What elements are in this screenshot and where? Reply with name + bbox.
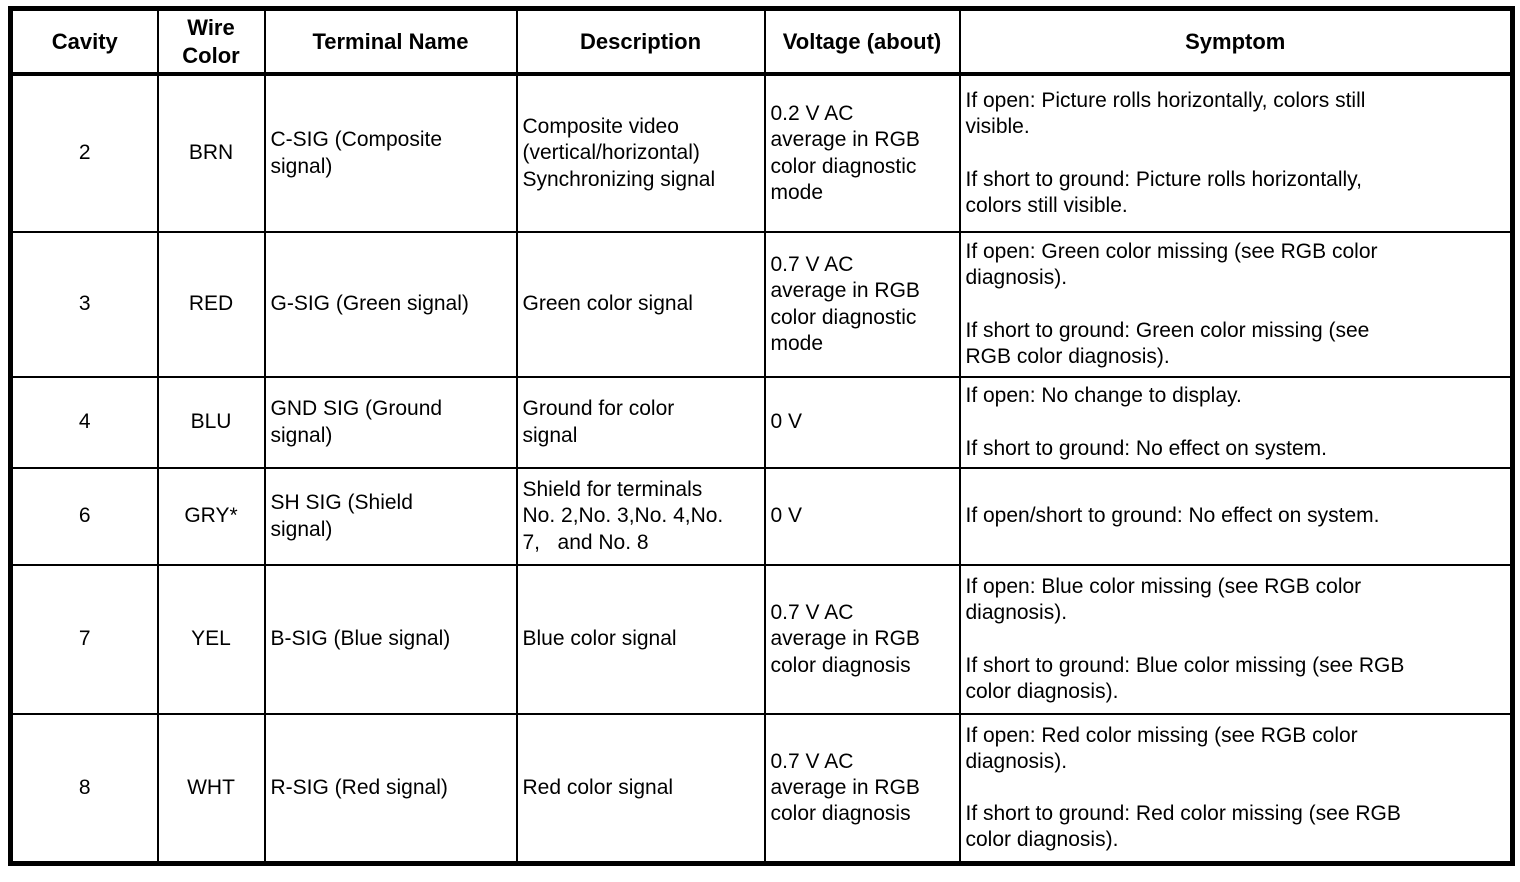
cell-voltage: 0.7 V AC average in RGB color diagnosis bbox=[763, 564, 961, 715]
cell-symptom: If open: Picture rolls horizontally, col… bbox=[958, 73, 1514, 233]
header-terminal: Terminal Name bbox=[263, 7, 518, 76]
cell-cavity: 3 bbox=[9, 231, 159, 378]
header-symptom: Symptom bbox=[958, 7, 1514, 76]
cell-terminal: SH SIG (Shield signal) bbox=[263, 467, 518, 566]
cell-symptom: If open: Green color missing (see RGB co… bbox=[958, 231, 1514, 378]
table-row: 3 RED G-SIG (Green signal) Green color s… bbox=[9, 231, 1514, 378]
cell-cavity: 4 bbox=[9, 376, 159, 469]
cell-wire-color: YEL bbox=[156, 564, 266, 715]
header-voltage: Voltage (about) bbox=[763, 7, 961, 76]
table-row: 4 BLU GND SIG (Ground signal) Ground for… bbox=[9, 376, 1514, 469]
cell-wire-color: RED bbox=[156, 231, 266, 378]
cell-cavity: 8 bbox=[9, 713, 159, 864]
header-row: Cavity Wire Color Terminal Name Descript… bbox=[9, 7, 1514, 76]
cell-terminal: C-SIG (Composite signal) bbox=[263, 73, 518, 233]
cell-description: Composite video (vertical/horizontal) Sy… bbox=[515, 73, 766, 233]
cell-wire-color: WHT bbox=[156, 713, 266, 864]
cell-description: Ground for color signal bbox=[515, 376, 766, 469]
cell-description: Shield for terminals No. 2,No. 3,No. 4,N… bbox=[515, 467, 766, 566]
cell-wire-color: GRY* bbox=[156, 467, 266, 566]
cell-terminal: G-SIG (Green signal) bbox=[263, 231, 518, 378]
cell-cavity: 6 bbox=[9, 467, 159, 566]
cell-description: Blue color signal bbox=[515, 564, 766, 715]
cell-cavity: 2 bbox=[9, 73, 159, 233]
cell-voltage: 0 V bbox=[763, 376, 961, 469]
cell-terminal: R-SIG (Red signal) bbox=[263, 713, 518, 864]
cell-symptom: If open: No change to display. If short … bbox=[958, 376, 1514, 469]
cell-terminal: GND SIG (Ground signal) bbox=[263, 376, 518, 469]
table-row: 8 WHT R-SIG (Red signal) Red color signa… bbox=[9, 713, 1514, 864]
cell-cavity: 7 bbox=[9, 564, 159, 715]
header-description: Description bbox=[515, 7, 766, 76]
cell-voltage: 0 V bbox=[763, 467, 961, 566]
cell-description: Green color signal bbox=[515, 231, 766, 378]
cell-voltage: 0.2 V AC average in RGB color diagnostic… bbox=[763, 73, 961, 233]
cell-description: Red color signal bbox=[515, 713, 766, 864]
header-cavity: Cavity bbox=[9, 7, 159, 76]
table-row: 2 BRN C-SIG (Composite signal) Composite… bbox=[9, 73, 1514, 233]
cell-symptom: If open: Red color missing (see RGB colo… bbox=[958, 713, 1514, 864]
cell-voltage: 0.7 V AC average in RGB color diagnostic… bbox=[763, 231, 961, 378]
terminal-diagnostics-table: Cavity Wire Color Terminal Name Descript… bbox=[8, 6, 1515, 866]
cell-voltage: 0.7 V AC average in RGB color diagnosis bbox=[763, 713, 961, 864]
cell-terminal: B-SIG (Blue signal) bbox=[263, 564, 518, 715]
table-row: 7 YEL B-SIG (Blue signal) Blue color sig… bbox=[9, 564, 1514, 715]
cell-symptom: If open/short to ground: No effect on sy… bbox=[958, 467, 1514, 566]
cell-wire-color: BLU bbox=[156, 376, 266, 469]
cell-wire-color: BRN bbox=[156, 73, 266, 233]
header-wire-color: Wire Color bbox=[156, 7, 266, 76]
cell-symptom: If open: Blue color missing (see RGB col… bbox=[958, 564, 1514, 715]
table-row: 6 GRY* SH SIG (Shield signal) Shield for… bbox=[9, 467, 1514, 566]
